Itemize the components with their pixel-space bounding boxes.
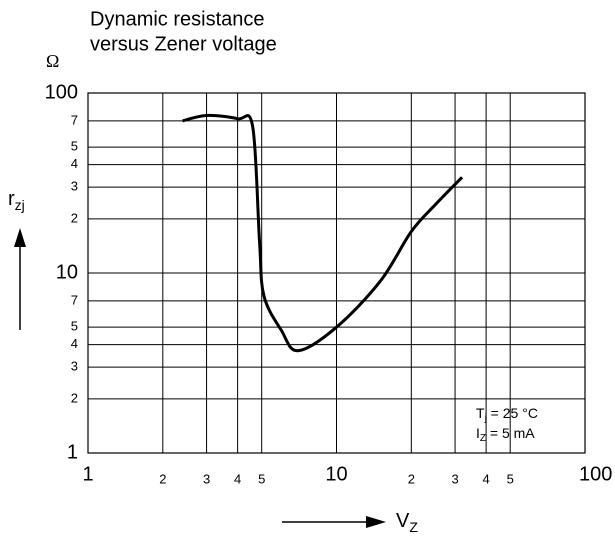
- y-tick-label: 3: [71, 359, 78, 374]
- annotation-main: T: [476, 405, 485, 421]
- annotation-bg: [470, 402, 580, 450]
- y-tick-label: 5: [71, 319, 78, 334]
- x-tick-label: 4: [482, 471, 489, 486]
- y-tick-label: 5: [71, 139, 78, 154]
- annotation-sub: Z: [480, 433, 486, 444]
- y-tick-label: 2: [71, 390, 78, 405]
- y-tick-label: 10: [56, 261, 78, 283]
- y-tick-label: 1: [67, 441, 78, 463]
- annotation: Tj = 25 °C: [476, 405, 538, 424]
- y-arrow-head: [14, 228, 26, 247]
- x-tick-label: 2: [159, 471, 166, 486]
- x-tick-label: 1: [82, 463, 93, 485]
- x-arrow-head: [366, 516, 386, 528]
- y-tick-label: 4: [71, 336, 78, 351]
- x-tick-label: 3: [203, 471, 210, 486]
- annotation-main: I: [476, 425, 480, 441]
- y-tick-label: 7: [71, 292, 78, 307]
- x-tick-label: 5: [258, 471, 265, 486]
- annotation-rest: = 25 °C: [487, 405, 538, 421]
- y-tick-label: 4: [71, 156, 78, 171]
- x-tick-label: 4: [234, 471, 241, 486]
- annotation-sub: j: [484, 413, 487, 424]
- y-tick-label: 100: [45, 81, 78, 103]
- y-unit: Ω: [46, 51, 59, 71]
- curve: [182, 113, 464, 353]
- title-line: versus Zener voltage: [90, 33, 277, 55]
- y-tick-label: 2: [71, 210, 78, 225]
- x-tick-label: 100 V: [579, 463, 615, 485]
- y-tick-label: 3: [71, 179, 78, 194]
- y-tick-label: 7: [71, 112, 78, 127]
- y-label: rzj: [8, 188, 25, 212]
- title-line: Dynamic resistance: [90, 8, 265, 30]
- x-label: VZ: [396, 510, 418, 534]
- x-tick-label: 2: [408, 471, 415, 486]
- x-tick-label: 5: [507, 471, 514, 486]
- x-tick-label: 3: [451, 471, 458, 486]
- x-tick-label: 10: [325, 463, 347, 485]
